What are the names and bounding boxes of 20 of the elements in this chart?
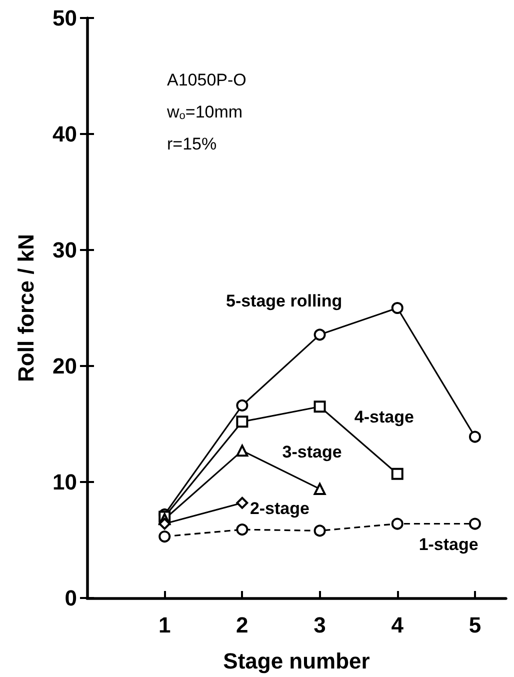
y-tick-label: 30 — [52, 238, 77, 262]
y-tick-label: 10 — [52, 470, 77, 494]
y-tick-label: 20 — [52, 354, 77, 378]
series-label: 4-stage — [354, 408, 414, 427]
y-tick-label: 50 — [52, 6, 77, 30]
y-tick-label: 40 — [52, 122, 77, 146]
y-tick-label: 0 — [64, 586, 77, 610]
x-axis-title: Stage number — [223, 648, 370, 674]
x-tick-label: 4 — [391, 612, 404, 638]
annotation: A1050P-O — [167, 70, 246, 90]
x-tick-label: 1 — [158, 612, 171, 638]
annotation: r=15% — [167, 134, 217, 154]
series-label: 3-stage — [282, 442, 342, 462]
y-axis-title: Roll force / kN — [14, 234, 38, 382]
series-label: 5-stage rolling — [226, 292, 342, 311]
series-label: 2-stage — [250, 499, 310, 518]
x-tick-label: 3 — [314, 612, 326, 638]
series-label: 1-stage — [418, 535, 478, 554]
x-tick-label: 2 — [236, 612, 248, 638]
x-tick-label: 5 — [468, 612, 482, 638]
